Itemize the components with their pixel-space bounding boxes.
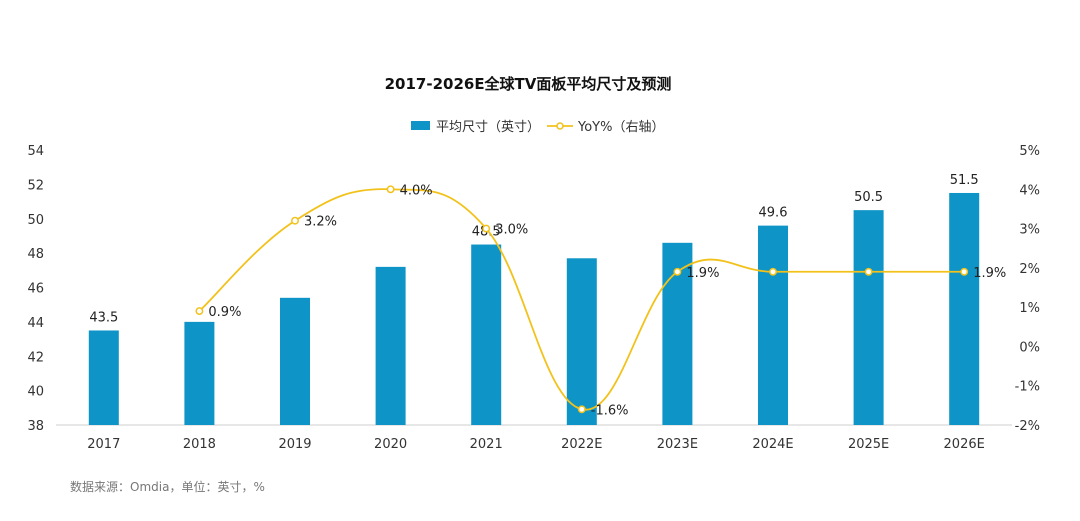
yoy-line-series: [195, 185, 969, 414]
left-tick-label: 54: [27, 144, 44, 159]
left-tick-label: 48: [27, 247, 44, 262]
source-note: 数据来源：Omdia，单位：英寸，%: [70, 479, 265, 494]
bar: [949, 192, 980, 425]
yoy-value-label: 4.0%: [400, 183, 433, 198]
bar-value-label: 43.5: [89, 310, 118, 325]
bar: [375, 266, 406, 425]
bar: [88, 330, 119, 425]
left-tick-label: 42: [27, 350, 44, 365]
x-tick-label: 2026E: [944, 437, 985, 452]
left-tick-label: 38: [27, 419, 44, 434]
right-tick-label: 1%: [1019, 301, 1040, 316]
legend-line-label: YoY%（右轴）: [577, 120, 664, 135]
bar-labels: 43.548.549.650.551.5: [89, 173, 978, 326]
bar: [853, 210, 884, 425]
right-tick-label: 3%: [1019, 223, 1040, 238]
bar: [758, 225, 788, 425]
left-tick-label: 50: [27, 213, 44, 228]
yoy-value-label: -1.6%: [591, 403, 629, 418]
bar-value-label: 51.5: [950, 173, 979, 188]
right-tick-label: 4%: [1019, 183, 1040, 198]
yoy-marker: [864, 267, 873, 276]
right-axis: -2% -1% 0% 1% 2% 3% 4% 5%: [1015, 144, 1040, 434]
x-tick-label: 2024E: [752, 437, 793, 452]
x-axis: 2017 2018 2019 2020 2021 2022E 2023E 2024E 2025E…: [87, 437, 985, 452]
legend-bar-swatch: [411, 121, 430, 130]
chart-title: 2017-2026E全球TV面板平均尺寸及预测: [385, 75, 672, 93]
bar-value-label: 49.6: [759, 206, 788, 221]
bar-series: [88, 192, 980, 425]
right-tick-label: -2%: [1015, 419, 1040, 434]
legend-line-marker: [556, 122, 564, 130]
x-tick-label: 2021: [470, 437, 503, 452]
yoy-marker: [482, 224, 491, 233]
x-tick-label: 2018: [183, 437, 216, 452]
yoy-marker: [291, 216, 299, 225]
x-tick-label: 2023E: [657, 437, 698, 452]
yoy-value-label: 1.9%: [686, 266, 719, 281]
bar: [184, 321, 215, 425]
yoy-marker: [195, 307, 204, 316]
yoy-marker: [673, 267, 682, 276]
x-tick-label: 2019: [278, 437, 311, 452]
left-tick-label: 44: [27, 316, 44, 331]
x-tick-label: 2020: [374, 437, 407, 452]
legend-bar-label: 平均尺寸（英寸）: [436, 120, 540, 135]
x-tick-label: 2022E: [561, 437, 602, 452]
left-tick-label: 46: [27, 282, 44, 297]
yoy-marker: [769, 267, 777, 276]
left-axis: 38 40 42 44 46 48 50 52 54: [27, 144, 44, 434]
bar: [280, 297, 310, 425]
yoy-labels: 0.9% 3.2% 4.0% 3.0% -1.6% 1.9% 1.9%: [208, 183, 1006, 418]
x-tick-label: 2025E: [848, 437, 889, 452]
right-tick-label: 5%: [1019, 144, 1040, 159]
x-tick-label: 2017: [87, 437, 120, 452]
yoy-marker: [960, 267, 969, 276]
yoy-value-label: 0.9%: [208, 305, 241, 320]
bar: [566, 258, 597, 425]
bar: [471, 244, 502, 425]
yoy-line: [198, 188, 965, 411]
yoy-value-label: 3.0%: [495, 223, 528, 238]
yoy-marker: [577, 405, 586, 414]
right-tick-label: 2%: [1019, 262, 1040, 277]
left-tick-label: 52: [27, 178, 44, 193]
yoy-marker: [386, 185, 395, 194]
right-tick-label: 0%: [1019, 340, 1040, 355]
bar-value-label: 50.5: [854, 190, 883, 205]
yoy-value-label: 1.9%: [973, 266, 1006, 281]
legend: 平均尺寸（英寸） YoY%（右轴）: [411, 120, 664, 135]
yoy-value-label: 3.2%: [304, 215, 337, 230]
right-tick-label: -1%: [1015, 380, 1040, 395]
left-tick-label: 40: [27, 385, 44, 400]
